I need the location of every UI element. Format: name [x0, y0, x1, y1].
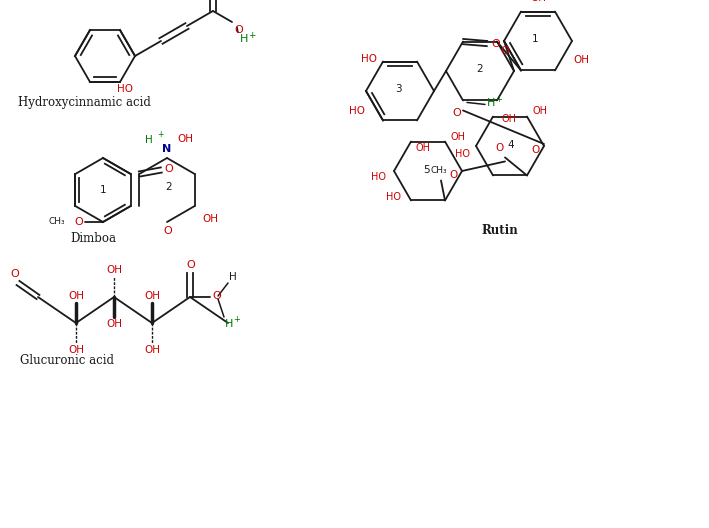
Text: OH: OH: [533, 106, 548, 116]
Text: OH: OH: [106, 319, 122, 329]
Text: O: O: [491, 39, 500, 49]
Text: CH₃: CH₃: [430, 166, 447, 175]
Text: HO: HO: [361, 53, 377, 63]
Text: OH: OH: [574, 55, 589, 65]
Text: 2: 2: [166, 182, 172, 192]
Text: OH: OH: [501, 114, 516, 124]
Text: O: O: [450, 169, 457, 180]
Text: Hydroxycinnamic acid: Hydroxycinnamic acid: [18, 96, 151, 109]
Text: H: H: [225, 319, 233, 329]
Text: CH₃: CH₃: [48, 216, 65, 225]
Text: H: H: [487, 98, 496, 108]
Text: O: O: [452, 108, 462, 118]
Text: HO: HO: [349, 106, 364, 116]
Text: 1: 1: [100, 185, 106, 195]
Text: H: H: [145, 135, 153, 145]
Text: OH: OH: [203, 214, 218, 224]
Text: O: O: [234, 25, 242, 35]
Text: OH: OH: [144, 345, 160, 355]
Text: OH: OH: [451, 131, 466, 142]
Text: OH: OH: [530, 0, 546, 3]
Text: O: O: [531, 145, 540, 155]
Text: 2: 2: [476, 64, 484, 74]
Text: +: +: [233, 315, 240, 324]
Text: OH: OH: [177, 134, 193, 144]
Text: HO: HO: [371, 172, 386, 182]
Text: O: O: [11, 269, 19, 279]
Text: +: +: [248, 31, 255, 41]
Text: 1: 1: [532, 34, 538, 44]
Text: Rutin: Rutin: [481, 224, 518, 237]
Text: 3: 3: [395, 84, 401, 94]
Text: O: O: [186, 260, 196, 270]
Text: O: O: [164, 164, 173, 174]
Text: +: +: [157, 130, 163, 139]
Text: OH: OH: [415, 143, 430, 153]
Text: OH: OH: [68, 291, 84, 301]
Text: Dimboa: Dimboa: [70, 232, 116, 245]
Text: H: H: [240, 34, 248, 44]
Text: OH: OH: [106, 265, 122, 275]
Text: 4: 4: [508, 140, 514, 150]
Text: OH: OH: [68, 345, 84, 355]
Text: 5: 5: [424, 165, 430, 175]
Text: HO: HO: [117, 84, 133, 94]
Text: O: O: [501, 46, 509, 56]
Text: Glucuronic acid: Glucuronic acid: [20, 354, 114, 367]
Text: O: O: [495, 144, 503, 154]
Text: +: +: [495, 95, 502, 104]
Text: O: O: [212, 291, 220, 301]
Text: OH: OH: [144, 291, 160, 301]
Text: O: O: [164, 226, 172, 236]
Text: O: O: [74, 217, 83, 227]
Text: HO: HO: [386, 192, 401, 202]
Text: N: N: [162, 144, 172, 154]
Text: HO: HO: [455, 149, 470, 159]
Text: H: H: [229, 272, 237, 282]
